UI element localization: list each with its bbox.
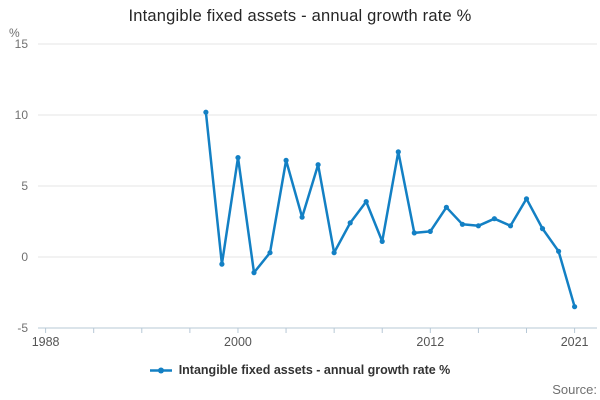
data-point-marker [235, 155, 241, 161]
data-point-marker [251, 270, 257, 276]
x-tick-label: 2012 [416, 335, 445, 349]
data-point-marker [491, 216, 497, 222]
data-point-marker [203, 109, 209, 115]
data-point-marker [219, 261, 225, 267]
y-tick-label: 15 [14, 37, 28, 51]
y-tick-label: 10 [14, 108, 28, 122]
y-tick-label: 0 [21, 250, 28, 264]
y-tick-label: 5 [21, 179, 28, 193]
data-point-marker [427, 228, 433, 234]
data-point-marker [347, 220, 353, 226]
data-point-marker [331, 250, 337, 256]
data-point-marker [299, 214, 305, 220]
data-point-marker [572, 304, 578, 310]
data-point-marker [267, 250, 273, 256]
y-tick-label: -5 [17, 321, 28, 335]
x-tick-label: 2021 [560, 335, 589, 349]
data-point-marker [507, 223, 514, 229]
legend-label: Intangible fixed assets - annual growth … [178, 363, 451, 377]
data-point-marker [283, 157, 289, 163]
data-point-marker [443, 204, 449, 210]
y-axis-unit-label: % [9, 26, 20, 40]
source-label: Source: [552, 382, 597, 397]
data-point-marker [411, 230, 417, 236]
legend-line-marker-icon [149, 367, 172, 373]
data-point-marker [539, 226, 546, 232]
x-tick-label: 2000 [224, 335, 252, 349]
legend-item[interactable]: Intangible fixed assets - annual growth … [0, 360, 600, 380]
data-point-marker [556, 248, 562, 254]
data-point-marker [395, 149, 401, 155]
x-tick-label: 1988 [31, 335, 60, 349]
data-point-marker [363, 199, 369, 205]
data-point-marker [379, 238, 385, 244]
data-point-marker [475, 223, 481, 229]
data-point-marker [459, 221, 465, 227]
chart-title: Intangible fixed assets - annual growth … [128, 7, 472, 25]
series-line [204, 110, 576, 308]
data-point-marker [523, 196, 530, 202]
data-point-marker [315, 162, 321, 168]
